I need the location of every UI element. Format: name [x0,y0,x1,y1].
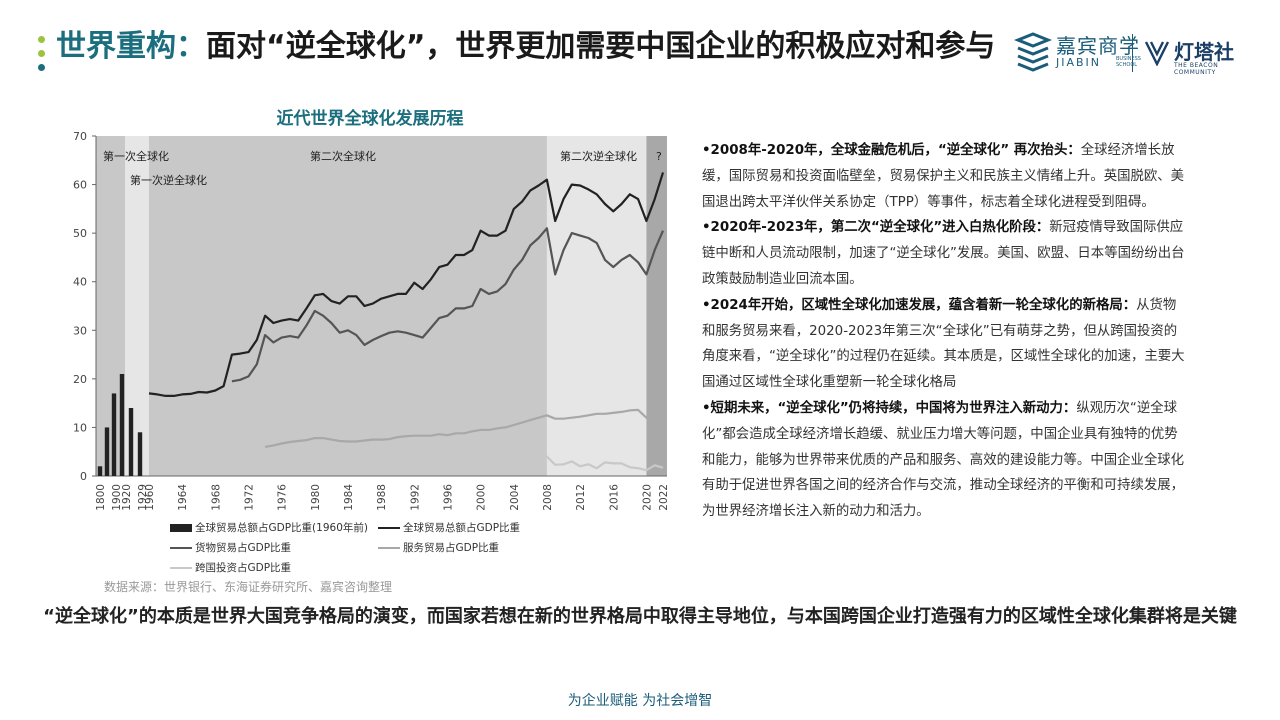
dengta-logo-icon [1144,41,1170,66]
x-tick-label: 2000 [476,484,488,511]
key-point-head: •2008年-2020年，全球金融危机后，“逆全球化” 再次抬头： [702,143,1081,158]
x-tick-label: 1980 [310,484,322,511]
bullet-dot [38,50,45,57]
era-band [546,136,647,476]
page-title-rest: 面对“逆全球化”，世界更加需要中国企业的积极应对和参与 [206,29,996,64]
series-line [231,449,664,475]
conclusion-text: “逆全球化”的本质是世界大国竞争格局的演变，而国家若想在新的世界格局中取得主导地… [43,606,1237,627]
chart-title: 近代世界全球化发展历程 [276,109,464,129]
bar [104,427,110,476]
logo-divider [1132,34,1133,72]
era-label: 第二次全球化 [310,149,376,163]
x-tick-label: 1929 [137,484,149,511]
key-point: •2008年-2020年，全球金融危机后，“逆全球化” 再次抬头：全球经济增长放… [702,138,1188,215]
page-title-highlight: 世界重构： [56,29,206,64]
data-source: 数据来源：世界银行、东海证券研究所、嘉宾咨询整理 [104,580,393,594]
y-tick-label: 40 [73,276,87,289]
dengta-logo-en: THE BEACON COMMUNITY [1174,62,1219,76]
x-tick-label: 1968 [210,484,222,511]
x-tick-label: 2022 [658,484,670,511]
era-label: 第一次全球化 [103,149,169,163]
x-tick-label: 2016 [608,484,620,511]
x-tick-label: 1988 [376,484,388,511]
legend-label: 全球贸易总额占GDP比重(1960年前) [195,522,368,534]
x-tick-label: 1920 [121,484,133,511]
legend-item: 货物贸易占GDP比重 [170,540,291,555]
dengta-logo-text: 灯塔社 [1174,40,1234,64]
bar [128,408,134,476]
jiabin-logo-sub: BUSINESS SCHOOL [1116,56,1141,68]
legend-swatch [170,524,192,532]
key-point-body: 全球经济增长放缓，国际贸易和投资面临壁垒，贸易保护主义和民族主义情绪上升。英国脱… [702,143,1185,210]
series-line [264,408,664,448]
legend-item: 服务贸易占GDP比重 [378,540,499,555]
bar [97,466,103,476]
era-band [149,136,547,476]
x-tick-label: 1992 [409,484,421,511]
bar [119,374,125,476]
legend-label: 全球贸易总额占GDP比重 [403,522,521,534]
bar [111,393,117,476]
jiabin-logo-icon [1014,32,1052,72]
legend-label: 跨国投资占GDP比重 [195,562,292,574]
key-points: •2008年-2020年，全球金融危机后，“逆全球化” 再次抬头：全球经济增长放… [702,138,1188,525]
x-tick-label: 1976 [277,484,289,511]
key-point-body: 新冠疫情导致国际供应链中断和人员流动限制，加速了“逆全球化”发展。美国、欧盟、日… [702,220,1185,287]
x-tick-label: 1960 [144,484,156,511]
legend-label: 货物贸易占GDP比重 [195,542,292,554]
era-label: ? [656,150,662,163]
x-tick-label: 1800 [95,484,107,511]
y-tick-label: 10 [73,421,87,434]
legend-item: 全球贸易总额占GDP比重(1960年前) [170,520,368,535]
x-tick-label: 1972 [243,484,255,511]
key-point: •2020年-2023年，第二次“逆全球化”进入白热化阶段：新冠疫情导致国际供应… [702,215,1188,292]
legend-label: 服务贸易占GDP比重 [403,542,500,554]
x-tick-label: 2004 [509,484,521,511]
key-point-body: 从货物和服务贸易来看，2020-2023年第三次“全球化”已有萌芽之势，但从跨国… [702,297,1185,391]
series-line [148,172,665,397]
legend-item: 全球贸易总额占GDP比重 [378,520,520,535]
jiabin-logo-text: 嘉宾商学 [1056,34,1140,58]
bullet-dot [38,36,45,43]
y-tick-label: 20 [73,373,87,386]
legend-swatch [170,547,192,549]
x-tick-label: 2020 [641,484,653,511]
y-tick-label: 50 [73,227,87,240]
y-tick-label: 30 [73,324,87,337]
y-tick-label: 60 [73,179,87,192]
key-point-head: •短期未来，“逆全球化”仍将持续，中国将为世界注入新动力： [702,400,1077,416]
legend-swatch [170,567,192,569]
title-bullets [38,36,46,78]
bullet-dot [38,64,45,71]
footer-slogan: 为企业赋能 为社会增智 [567,693,713,709]
legend-swatch [378,527,400,529]
jiabin-logo-en: JIABIN [1056,56,1102,69]
x-tick-label: 2008 [542,484,554,511]
key-point-head: •2020年-2023年，第二次“逆全球化”进入白热化阶段： [702,220,1050,236]
series-line [231,227,665,383]
era-label: 第二次逆全球化 [560,149,637,163]
bar [137,432,143,476]
key-point-body: 纵观历次“逆全球化”都会造成全球经济增长趋缓、就业压力增大等问题，中国企业具有独… [702,400,1185,520]
x-tick-label: 1984 [343,484,355,511]
x-tick-label: 1996 [442,484,454,511]
legend-swatch [378,547,400,549]
key-point-head: •2024年开始，区域性全球化加速发展，蕴含着新一轮全球化的新格局： [702,297,1137,313]
key-point: •短期未来，“逆全球化”仍将持续，中国将为世界注入新动力：纵观历次“逆全球化”都… [702,396,1188,525]
key-point: •2024年开始，区域性全球化加速发展，蕴含着新一轮全球化的新格局：从货物和服务… [702,293,1188,396]
era-label: 第一次逆全球化 [130,173,207,187]
legend-item: 跨国投资占GDP比重 [170,560,291,575]
x-tick-label: 2012 [575,484,587,511]
y-tick-label: 0 [80,470,87,483]
era-band [646,136,667,476]
era-band [125,136,149,476]
logo-area: 嘉宾商学 JIABIN BUSINESS SCHOOL 灯塔社 THE BEAC… [1008,28,1258,78]
y-tick-label: 70 [73,130,87,143]
x-tick-label: 1900 [111,484,123,511]
x-tick-label: 1964 [177,484,189,511]
page-title: 世界重构：面对“逆全球化”，世界更加需要中国企业的积极应对和参与 [56,28,996,66]
